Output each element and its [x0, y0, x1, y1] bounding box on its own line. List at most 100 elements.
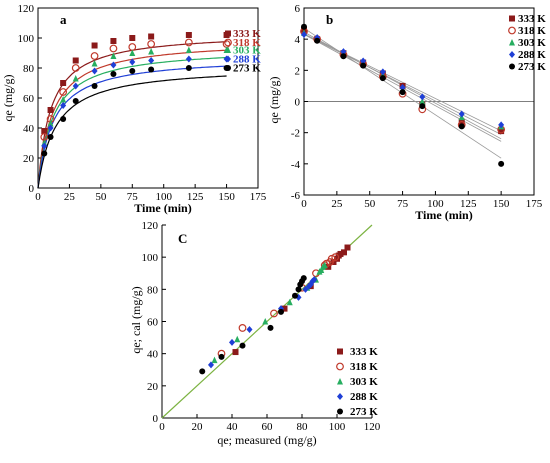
data-point [419, 93, 426, 101]
x-tick-label: 75 [127, 191, 139, 203]
fit-curve [37, 65, 227, 189]
legend-label: 273 K [233, 63, 261, 75]
data-point [148, 66, 155, 73]
panel-c: 0 20 40 60 80 100 120 0 20 40 60 80 100 120 qe; measur… [129, 220, 381, 447]
legend-label: 333 K [233, 28, 261, 40]
x-tick-label: 50 [95, 191, 107, 203]
y-tick-label: 100 [18, 33, 35, 45]
y-tick-label: 20 [23, 153, 35, 165]
data-point [267, 324, 274, 331]
data-point [302, 285, 309, 293]
data-point [47, 124, 54, 132]
data-point [301, 23, 307, 30]
x-tick-label: 120 [364, 421, 381, 433]
x-tick-label: 150 [218, 191, 235, 203]
legend-label: 303 K [518, 37, 546, 49]
series-273k [41, 65, 230, 157]
legend-marker [337, 393, 343, 400]
data-point [238, 324, 247, 332]
y-tick-label: 40 [23, 123, 35, 135]
data-point [311, 276, 318, 284]
y-tick-label: 120 [18, 3, 35, 15]
panel-b: 0 25 50 75 100 125 150 175 -6 -4 -2 0 2 4 6 Time (min) q… [267, 3, 546, 222]
data-point [498, 121, 505, 129]
panel-a: 0 25 50 75 100 125 150 175 0 20 40 60 80 100 120 Time (… [1, 3, 267, 215]
y-axis-label: qe (mg/g) [1, 75, 15, 122]
y-tick-label: -2 [291, 128, 300, 140]
y-axis-label: qe (mg/g) [267, 77, 281, 124]
x-tick-label: 60 [262, 421, 274, 433]
data-point [91, 60, 98, 67]
data-point [498, 160, 505, 167]
data-point [239, 342, 246, 349]
legend-marker [337, 348, 343, 355]
data-point [229, 338, 235, 346]
y-tick-label: 0 [295, 97, 301, 109]
data-point [246, 326, 253, 334]
data-point [232, 349, 239, 356]
legend-label: 273 K [350, 406, 378, 418]
data-point [340, 48, 347, 56]
y-tick-label: 0 [153, 413, 159, 425]
x-tick-label: 40 [227, 421, 239, 433]
data-point [331, 253, 340, 262]
data-point [129, 58, 136, 66]
data-point [295, 286, 302, 293]
legend-marker [225, 46, 231, 53]
data-point [314, 37, 321, 44]
y-tick-label: 60 [23, 93, 35, 105]
data-point [110, 71, 117, 77]
data-point [458, 123, 465, 130]
data-point [129, 49, 136, 56]
legend-label: 288 K [350, 391, 378, 403]
data-point [292, 292, 298, 299]
y-tick-label: 80 [23, 63, 35, 75]
data-point [185, 32, 192, 38]
legend-label: 318 K [518, 25, 546, 37]
y-tick-label: 60 [147, 317, 159, 329]
y-tick-label: 0 [29, 183, 35, 195]
legend-marker [225, 65, 231, 71]
legend-label: 303 K [233, 45, 261, 57]
y-tick-label: 6 [295, 3, 301, 15]
legend-label: 288 K [233, 54, 261, 66]
panel-letter: C [178, 231, 187, 246]
data-point [41, 142, 48, 150]
data-point [419, 98, 426, 105]
legend-label: 273 K [518, 61, 546, 73]
data-point [208, 361, 214, 369]
y-tick-label: 100 [142, 252, 159, 264]
data-point [218, 353, 225, 360]
legend-marker [337, 378, 343, 385]
legend-marker [508, 26, 516, 35]
series-273k [301, 23, 505, 167]
data-point [399, 89, 406, 96]
data-point [337, 250, 344, 257]
data-point [340, 53, 347, 60]
data-point [334, 255, 340, 262]
y-tick-label: 2 [295, 65, 301, 77]
x-tick-label: 80 [297, 421, 309, 433]
data-point [91, 42, 98, 49]
data-point [60, 116, 67, 122]
x-tick-label: 0 [301, 198, 307, 210]
data-point [148, 33, 155, 40]
data-point [91, 67, 98, 75]
data-point [72, 75, 79, 82]
data-point [360, 62, 367, 69]
data-point [72, 82, 79, 90]
x-tick-label: 50 [364, 198, 376, 210]
x-tick-label: 0 [35, 191, 41, 203]
x-tick-label: 100 [427, 198, 444, 210]
legend-label: 288 K [518, 49, 546, 61]
data-point [60, 80, 67, 86]
data-point [41, 128, 48, 134]
x-tick-label: 175 [250, 191, 267, 203]
data-point [234, 335, 241, 343]
y-tick-label: 120 [142, 220, 159, 232]
data-point [211, 356, 218, 364]
data-point [321, 261, 328, 269]
